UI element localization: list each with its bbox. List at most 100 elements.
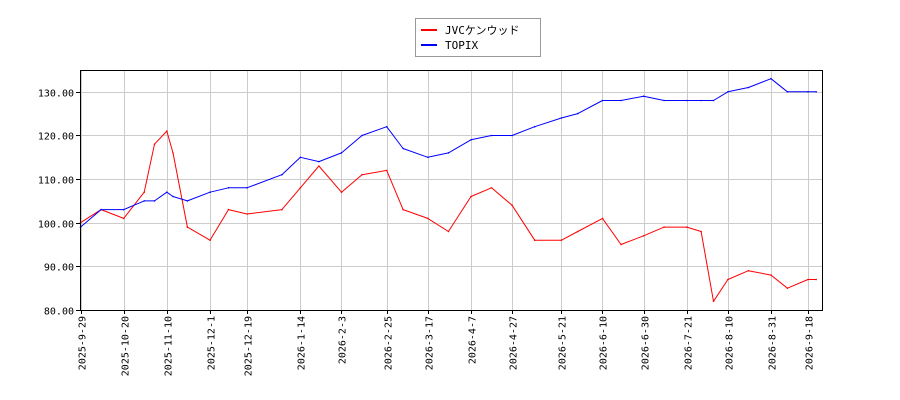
data-point xyxy=(747,86,750,89)
data-point xyxy=(663,99,665,102)
data-point xyxy=(427,156,429,159)
data-point xyxy=(385,169,388,172)
data-point xyxy=(318,165,320,167)
data-point xyxy=(770,77,772,80)
x-tick-label: 2026-9-18 xyxy=(805,316,816,370)
x-tick-label: 2026-7-21 xyxy=(684,316,695,370)
data-point xyxy=(447,152,450,154)
y-tick-label: 100.00 xyxy=(38,220,74,231)
data-point xyxy=(340,191,343,193)
data-point xyxy=(153,143,156,145)
data-point xyxy=(642,95,645,97)
legend-label: JVCケンウッド xyxy=(445,24,520,37)
data-point xyxy=(686,99,688,102)
data-point xyxy=(153,200,156,202)
plot-frame xyxy=(80,70,823,311)
y-tick-label: 90.00 xyxy=(44,263,74,274)
grid-layer xyxy=(80,70,822,311)
data-point xyxy=(601,217,604,220)
data-point xyxy=(511,134,513,137)
data-point xyxy=(340,152,343,154)
data-point xyxy=(700,99,702,102)
data-point xyxy=(209,191,211,193)
data-point xyxy=(361,173,363,176)
data-point xyxy=(727,278,729,281)
data-point xyxy=(470,195,472,198)
data-point xyxy=(727,91,729,93)
data-point xyxy=(577,112,579,115)
y-tick-label: 80.00 xyxy=(44,307,74,318)
data-point xyxy=(402,147,404,150)
x-tick-label: 2026-3-17 xyxy=(425,316,436,370)
x-tick-label: 2026-1-14 xyxy=(297,316,308,370)
x-tick-label: 2026-8-31 xyxy=(768,316,779,370)
data-point xyxy=(642,235,645,237)
x-tick-label: 2026-2-3 xyxy=(338,316,349,364)
data-point xyxy=(100,208,102,211)
x-tick-label: 2025-11-10 xyxy=(164,316,175,376)
data-point xyxy=(186,226,189,228)
data-point xyxy=(620,243,622,246)
x-tick-label: 2026-6-30 xyxy=(641,316,652,370)
legend: JVCケンウッド TOPIX xyxy=(415,18,541,57)
series-layer xyxy=(79,77,817,303)
data-point xyxy=(786,91,789,93)
y-tick-label: 120.00 xyxy=(38,132,74,143)
x-tick-label: 2026-4-27 xyxy=(509,316,520,370)
data-point xyxy=(172,152,174,154)
data-point xyxy=(700,230,702,233)
data-point xyxy=(166,191,168,193)
data-point xyxy=(281,173,283,176)
data-point xyxy=(299,187,302,189)
data-point xyxy=(490,134,493,137)
x-tick-label: 2025-12-19 xyxy=(244,316,255,376)
data-point xyxy=(511,204,513,207)
data-point xyxy=(786,287,789,290)
x-tick-label: 2026-5-21 xyxy=(558,316,569,370)
data-point xyxy=(663,226,665,228)
data-point xyxy=(533,125,536,128)
y-tick-label: 130.00 xyxy=(38,89,74,100)
data-point xyxy=(122,208,125,211)
data-point xyxy=(227,208,230,211)
data-point xyxy=(318,160,320,163)
legend-box xyxy=(415,18,541,57)
legend-label: TOPIX xyxy=(445,39,478,52)
data-point xyxy=(122,217,125,220)
data-point xyxy=(560,117,563,119)
data-point xyxy=(166,130,168,132)
x-tick-label: 2025-9-29 xyxy=(78,316,89,370)
data-point xyxy=(246,213,248,215)
data-point xyxy=(712,300,715,303)
data-point xyxy=(712,99,715,102)
data-point xyxy=(815,278,817,281)
data-point xyxy=(815,91,817,93)
y-tick-label: 110.00 xyxy=(38,176,74,187)
data-point xyxy=(143,191,145,193)
data-point xyxy=(601,99,604,102)
x-tick-label: 2025-12-1 xyxy=(207,316,218,370)
data-point xyxy=(186,200,189,202)
data-point xyxy=(747,269,750,272)
data-point xyxy=(560,239,563,241)
data-point xyxy=(490,187,493,189)
data-point xyxy=(361,134,363,137)
series-line-0 xyxy=(80,130,817,302)
data-point xyxy=(447,230,450,233)
axis-layer: 80.00 90.00 100.00 110.00 120.00 130.00 2025-9… xyxy=(38,89,816,377)
data-point xyxy=(533,239,536,241)
data-point xyxy=(402,208,404,211)
data-point xyxy=(227,187,230,189)
x-tick-label: 2025-10-20 xyxy=(121,316,132,376)
data-point xyxy=(143,200,145,202)
data-point xyxy=(209,239,211,241)
data-point xyxy=(299,156,302,159)
x-tick-label: 2026-4-7 xyxy=(468,316,479,364)
data-point xyxy=(281,208,283,211)
data-point xyxy=(770,274,772,276)
data-point xyxy=(385,125,388,128)
data-point xyxy=(172,195,174,198)
data-point xyxy=(807,91,809,93)
data-point xyxy=(470,139,472,141)
data-point xyxy=(686,226,688,228)
